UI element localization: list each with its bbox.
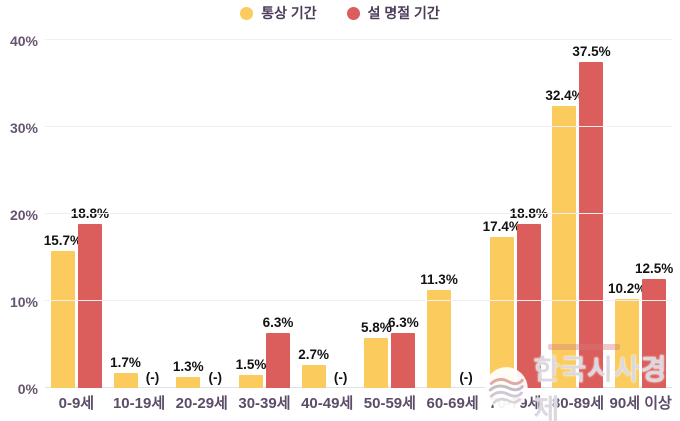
bar-holiday <box>265 333 290 388</box>
legend-label-normal-period: 통상 기간 <box>261 5 317 21</box>
value-label: (-) <box>459 370 473 385</box>
bar-wrap: 37.5% <box>572 40 611 388</box>
value-label: 37.5% <box>572 43 611 59</box>
bar-wrap: 17.4% <box>483 40 521 388</box>
bar-normal <box>50 251 75 388</box>
x-axis-label-6: 50-59세 <box>363 395 416 412</box>
value-label: (-) <box>145 370 160 385</box>
x-axis-label-3: 20-29세 <box>175 395 228 412</box>
y-tick-label-20: 20% <box>9 207 38 223</box>
bar-normal <box>364 337 389 388</box>
bar-normal <box>301 364 326 388</box>
value-label: 10.2% <box>608 281 647 297</box>
legend: 통상 기간 설 명절 기간 <box>0 3 680 23</box>
bar-wrap: 1.3% <box>173 40 204 388</box>
bar-wrap: 1.5% <box>236 40 266 388</box>
bar-wrap: 5.8% <box>361 40 392 388</box>
value-label: 6.3% <box>262 315 294 331</box>
bar-wrap: 12.5% <box>635 40 673 388</box>
value-label: 11.3% <box>420 271 458 287</box>
value-label: 17.4% <box>482 218 521 234</box>
bar-wrap: 1.7% <box>110 40 141 388</box>
bar-holiday <box>391 333 416 388</box>
value-label: 1.5% <box>235 356 267 372</box>
legend-swatch-red-icon <box>346 6 360 20</box>
x-axis-label-7: 60-69세 <box>426 395 479 412</box>
bar-normal <box>427 289 452 388</box>
bar-holiday <box>516 224 541 388</box>
bar-wrap: (-) <box>454 40 478 388</box>
x-axis-label-9: 80-89세 <box>551 395 605 412</box>
x-axis-label-5: 40-49세 <box>301 395 354 412</box>
bar-holiday <box>642 279 667 388</box>
value-label: 12.5% <box>635 261 674 277</box>
value-label: 5.8% <box>360 319 392 335</box>
bar-wrap: 18.8% <box>510 40 548 388</box>
bars-container: 15.7%18.8%1.7%(-)1.3%(-)1.5%6.3%2.7%(-)5… <box>44 40 673 388</box>
x-axis-label-8: 70-79세 <box>489 395 542 412</box>
bar-normal <box>176 376 201 388</box>
bar-holiday <box>579 61 604 388</box>
x-axis-label-2: 10-19세 <box>112 395 166 412</box>
value-label: 32.4% <box>545 88 584 104</box>
category-slot-9: 32.4% 37.5% <box>545 40 611 388</box>
value-label: 2.7% <box>298 346 330 362</box>
legend-label-holiday-period: 설 명절 기간 <box>367 5 440 21</box>
y-tick-label-10: 10% <box>9 294 38 310</box>
gridline-20 <box>45 213 672 214</box>
y-axis: 0% 10% 20% 30% 40% <box>0 33 38 397</box>
bar-wrap: 2.7% <box>298 40 329 388</box>
x-axis-line <box>45 387 672 388</box>
bar-wrap: 18.8% <box>71 40 109 388</box>
bar-normal <box>113 373 138 388</box>
bar-wrap: 10.2% <box>608 40 646 388</box>
value-label: (-) <box>333 370 348 385</box>
y-tick-label-40: 40% <box>9 33 38 49</box>
bar-normal <box>552 106 577 388</box>
bar-wrap: 32.4% <box>545 40 584 388</box>
value-label: 1.3% <box>172 358 204 374</box>
bar-wrap: (-) <box>203 40 227 388</box>
bar-wrap: 6.3% <box>388 40 419 388</box>
category-slot-10: 10.2% 12.5% <box>608 40 673 388</box>
gridline-40 <box>45 39 672 40</box>
x-axis: 0-9세 10-19세 20-29세 30-39세 40-49세 50-59세 60-69세… <box>45 392 672 413</box>
bar-wrap: (-) <box>141 40 165 388</box>
bar-holiday <box>77 224 102 388</box>
category-slot-5: 2.7% (-) <box>296 40 359 388</box>
category-slot-6: 5.8% 6.3% <box>359 40 422 388</box>
legend-item-holiday-period: 설 명절 기간 <box>346 3 440 23</box>
y-tick-label-0: 0% <box>17 381 38 397</box>
x-axis-label-10: 90세 이상 <box>609 395 672 412</box>
bar-normal <box>489 236 514 388</box>
bar-wrap: 11.3% <box>420 40 458 388</box>
legend-swatch-yellow-icon <box>240 6 254 20</box>
value-label: 15.7% <box>43 233 82 249</box>
x-axis-label-1: 0-9세 <box>58 395 95 412</box>
bar-normal <box>238 374 263 388</box>
category-slot-2: 1.7% (-) <box>108 40 171 388</box>
x-axis-label-4: 30-39세 <box>238 395 291 412</box>
y-tick-label-30: 30% <box>9 120 38 136</box>
category-slot-7: 11.3% (-) <box>420 40 484 388</box>
value-label: 1.7% <box>110 355 141 371</box>
gridline-10 <box>45 300 672 301</box>
bar-normal <box>615 299 640 388</box>
value-label: 6.3% <box>387 315 419 331</box>
category-slot-8: 17.4%18.8% <box>483 40 548 388</box>
legend-item-normal-period: 통상 기간 <box>240 3 317 23</box>
gridline-30 <box>45 126 672 127</box>
bar-wrap: 6.3% <box>263 40 293 388</box>
category-slot-3: 1.3% (-) <box>170 40 233 388</box>
value-label: (-) <box>208 370 223 385</box>
bar-wrap: (-) <box>329 40 353 388</box>
plot-area: 15.7%18.8%1.7%(-)1.3%(-)1.5%6.3%2.7%(-)5… <box>44 39 673 388</box>
category-slot-4: 1.5% 6.3% <box>233 40 296 388</box>
bar-wrap: 15.7% <box>44 40 82 388</box>
category-slot-1: 15.7%18.8% <box>44 40 109 388</box>
